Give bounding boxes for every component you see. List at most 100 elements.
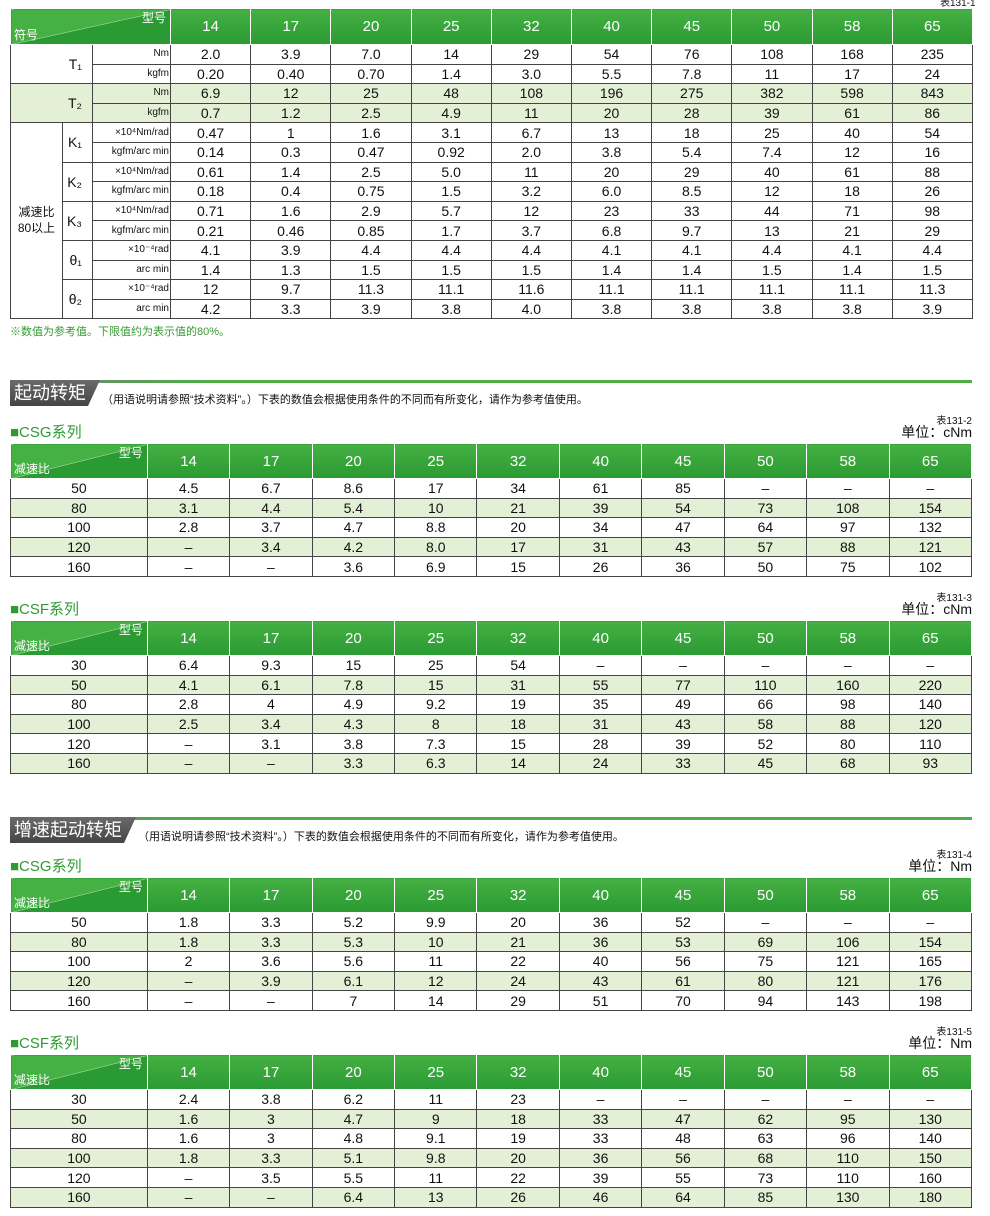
value-cell: 4.1 (570, 239, 653, 261)
value-cell: 21 (476, 497, 560, 519)
value-cell: – (146, 970, 231, 992)
model-header: 40 (570, 8, 653, 45)
value-cell: 58 (723, 713, 808, 735)
section-rule (10, 817, 972, 820)
value-cell: 0.85 (330, 220, 412, 241)
value-cell: 140 (888, 694, 972, 715)
value-cell: 55 (641, 1167, 725, 1188)
model-header: 50 (723, 1054, 808, 1090)
value-cell: 36 (558, 912, 643, 933)
value-cell: 1.5 (330, 259, 412, 281)
value-cell: 43 (558, 970, 643, 992)
model-header: 14 (146, 443, 231, 479)
value-cell: 1.4 (410, 63, 492, 85)
model-header: 32 (476, 443, 560, 479)
value-cell: 3.9 (250, 44, 332, 65)
section-title: 增速起动转矩 (10, 817, 136, 843)
value-cell: 50 (723, 556, 808, 577)
value-cell: 14 (410, 44, 492, 65)
model-header: 17 (229, 877, 313, 913)
corner-top: 型号 (118, 446, 143, 460)
value-cell: 69 (723, 931, 808, 953)
value-cell: 3.0 (490, 63, 572, 85)
value-cell: 93 (888, 752, 972, 774)
value-cell: 4.9 (410, 102, 492, 124)
symbol: K₂ (62, 161, 93, 202)
value-cell: 7.8 (311, 674, 396, 696)
value-cell: 6.9 (169, 83, 252, 104)
value-cell: 25 (330, 83, 412, 104)
value-cell: 3.3 (250, 298, 332, 320)
model-header: 65 (891, 8, 973, 45)
data-row: θ₁ ×10⁻⁴rad 4.1 3.9 4.4 4.4 4.4 4.1 4.1 4.4 4.1 4.4 (11, 239, 973, 281)
value-cell: 0.71 (169, 200, 252, 222)
value-cell: 12 (731, 181, 813, 202)
value-cell: 176 (888, 970, 972, 992)
value-cell: 108 (731, 44, 813, 65)
value-cell: 0.4 (250, 181, 332, 202)
value-cell: 4.3 (311, 713, 396, 735)
value-cell: 4.4 (891, 239, 973, 261)
ratio: 120 (10, 1167, 148, 1188)
model-header: 20 (311, 1054, 396, 1090)
data-row: 30 2.4 3.8 6.2 11 23– – – – – (10, 1089, 972, 1110)
value-cell: 3.1 (229, 733, 313, 754)
value-cell: 11.1 (651, 279, 733, 300)
value-cell: 140 (888, 1128, 972, 1149)
data-row: 160– –3.3 6.3 14 24 33 45 68 93 (10, 752, 972, 774)
value-cell: 5.6 (311, 951, 396, 972)
value-cell: 63 (723, 1128, 808, 1149)
corner-bottom: 减速比 (14, 462, 51, 476)
spec-table: 型号 符号 14 17 20 25 32 40 45 50 58 65 T₁ Nm 2.0 3.9 7.0 14 2… (10, 8, 973, 320)
ratio: 160 (10, 990, 148, 1011)
value-cell: 76 (651, 44, 733, 65)
data-row: kgfm 0.7 1.2 2.5 4.9 11 20 28 39 61 86 (11, 102, 973, 124)
value-cell: 1.5 (731, 259, 813, 281)
value-cell: 33 (558, 1128, 643, 1149)
value-cell: 5.5 (311, 1167, 396, 1188)
value-cell: – (723, 655, 808, 676)
value-cell: 70 (641, 990, 725, 1011)
data-row: 50 1.8 3.3 5.2 9.9 20 36 52– – – (10, 912, 972, 933)
value-cell: 3.3 (311, 752, 396, 774)
ratio: 160 (10, 556, 148, 577)
data-row: 80 1.6 3 4.8 9.1 19 33 48 63 96 140 (10, 1128, 972, 1149)
value-cell: 28 (558, 733, 643, 754)
value-cell: 40 (811, 122, 893, 143)
value-cell: 75 (723, 951, 808, 972)
value-cell: 34 (558, 517, 643, 538)
table-block: ■CSF系列 表131-5 单位：Nm 型号 减速比 14 17 20 25 32 40 45 50 58… (10, 1020, 972, 1208)
ratio: 50 (10, 674, 148, 696)
value-cell: 3.8 (410, 298, 492, 320)
ratio: 100 (10, 517, 148, 538)
value-cell: 66 (723, 694, 808, 715)
corner-cell: 型号 符号 (10, 8, 171, 45)
model-header: 20 (330, 8, 412, 45)
value-cell: 3.6 (311, 556, 396, 577)
value-cell: 0.47 (330, 141, 412, 163)
model-header: 65 (888, 620, 972, 656)
value-cell: 5.3 (311, 931, 396, 953)
value-cell: 11 (394, 1089, 478, 1110)
value-cell: 18 (476, 713, 560, 735)
value-cell: 11.1 (570, 279, 653, 300)
ratio: 50 (10, 912, 148, 933)
value-cell: 3.8 (229, 1089, 313, 1110)
data-row: T₁ Nm 2.0 3.9 7.0 14 29 54 76 108 168 235 (10, 43, 973, 85)
value-cell: 9.9 (394, 912, 478, 933)
value-cell: 1.5 (490, 259, 572, 281)
model-header: 20 (311, 877, 396, 913)
model-header: 32 (476, 877, 560, 913)
data-row: kgfm/arc min 0.14 0.3 0.47 0.92 2.0 3.8 5.4 7.4 1… (11, 141, 973, 163)
value-cell: 108 (490, 83, 572, 104)
series-caption: ■CSG系列 (10, 858, 82, 875)
value-cell: 54 (641, 497, 725, 519)
table-number: 表131-5 (936, 1027, 972, 1038)
symbol: T₁ (10, 43, 93, 85)
value-cell: 0.75 (330, 181, 412, 202)
value-cell: 11 (731, 63, 813, 85)
value-cell: 61 (811, 161, 893, 183)
value-cell: 53 (641, 931, 725, 953)
value-cell: 13 (570, 122, 653, 143)
value-cell: 68 (806, 752, 890, 774)
